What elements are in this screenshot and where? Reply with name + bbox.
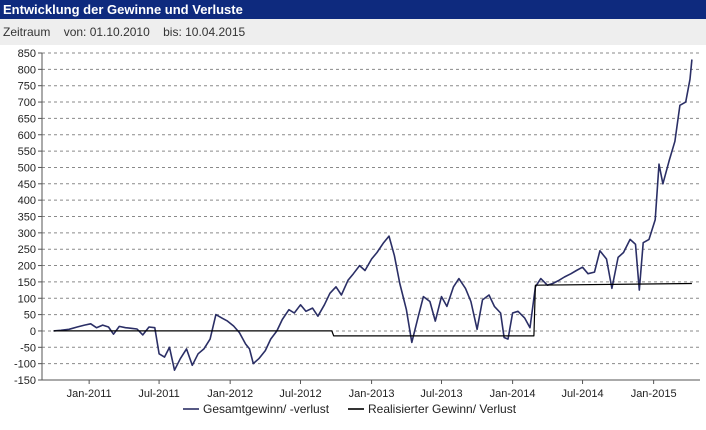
y-tick-label: 600	[18, 130, 36, 142]
y-tick-label: 50	[24, 310, 36, 322]
x-tick-label: Jul-2013	[420, 388, 462, 400]
x-tick-label: Jan-2013	[349, 388, 395, 400]
x-tick-label: Jul-2011	[138, 388, 179, 400]
y-tick-label: -150	[14, 375, 36, 387]
x-tick-label: Jul-2012	[279, 388, 321, 400]
y-tick-label: 550	[18, 146, 36, 158]
y-tick-label: 500	[18, 162, 36, 174]
x-tick-label: Jan-2015	[631, 388, 677, 400]
chart-background	[0, 45, 706, 425]
x-tick-label: Jan-2014	[490, 388, 536, 400]
y-tick-label: 350	[18, 212, 36, 224]
date-range-bar: Zeitraum von: 01.10.2010 bis: 10.04.2015	[0, 19, 706, 45]
y-tick-label: 450	[18, 179, 36, 191]
y-tick-label: 850	[18, 48, 36, 60]
legend: Gesamtgewinn/ -verlust Realisierter Gewin…	[183, 402, 517, 416]
x-tick-label: Jan-2011	[67, 388, 112, 400]
profit-loss-chart: -150 -100 -50 0 50 100 150 200 250 300 350 400 450 50…	[0, 45, 706, 425]
legend-label-1: Gesamtgewinn/ -verlust	[203, 402, 330, 416]
chart-area: -150 -100 -50 0 50 100 150 200 250 300 350 400 450 50…	[0, 45, 706, 425]
range-to: bis: 10.04.2015	[163, 25, 246, 39]
legend-label-2: Realisierter Gewinn/ Verlust	[368, 402, 517, 416]
y-tick-label: 200	[18, 261, 36, 273]
y-tick-label: 700	[18, 97, 36, 109]
axes: -150 -100 -50 0 50 100 150 200 250 300 350 400 450 50…	[14, 48, 700, 400]
y-tick-label: 400	[18, 195, 36, 207]
range-label: Zeitraum	[3, 25, 51, 39]
y-tick-label: 650	[18, 113, 36, 125]
series-line-2	[53, 282, 692, 337]
chart-header-title: Entwicklung der Gewinne und Verluste	[0, 0, 706, 19]
y-tick-label: 100	[18, 293, 36, 305]
y-tick-label: -50	[20, 342, 36, 354]
y-tick-label: 750	[18, 81, 36, 93]
y-tick-label: 0	[30, 326, 36, 338]
y-tick-label: 300	[18, 228, 36, 240]
range-from: von: 01.10.2010	[63, 25, 150, 39]
y-tick-label: 250	[18, 244, 36, 256]
y-tick-label: 800	[18, 64, 36, 76]
y-tick-label: 150	[18, 277, 36, 289]
series-lines	[53, 59, 693, 371]
x-tick-label: Jul-2014	[561, 388, 603, 400]
series-line-1	[53, 59, 693, 371]
y-tick-label: -100	[14, 359, 36, 371]
x-tick-label: Jan-2012	[207, 388, 253, 400]
